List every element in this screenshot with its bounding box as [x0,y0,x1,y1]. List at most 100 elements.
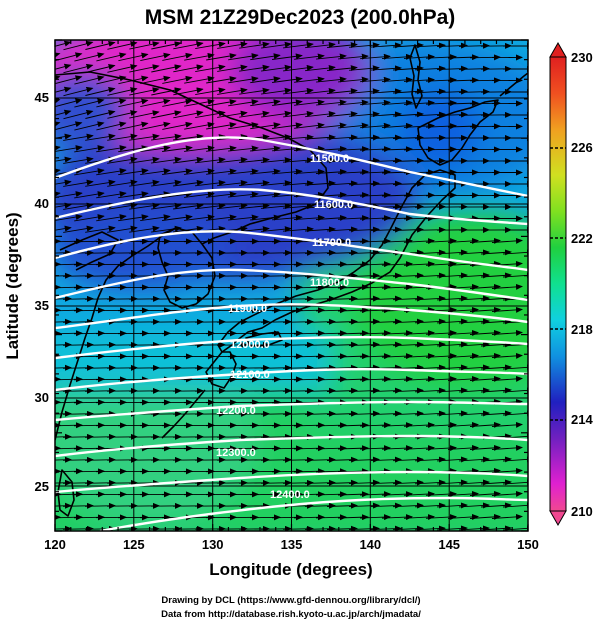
wind-arrow [403,353,435,360]
wind-arrow [282,295,314,302]
wind-arrow [327,65,358,72]
wind-arrow [282,134,314,141]
wind-arrow [315,445,347,452]
wind-arrow [282,479,314,486]
wind-arrow [294,53,325,60]
wind-arrow [326,295,358,302]
wind-arrow [271,514,303,521]
wind-arrow [293,330,325,337]
wind-arrow [425,261,457,268]
wind-arrow [480,364,512,371]
wind-arrow [55,179,72,186]
wind-arrow [140,168,171,176]
wind-arrow [469,375,501,382]
wind-arrow [392,203,424,210]
wind-arrow [359,169,391,176]
wind-arrow [271,353,303,360]
wind-arrow [425,77,457,84]
wind-arrow [425,422,457,429]
wind-arrow [315,330,347,337]
wind-arrow [85,109,116,119]
wind-arrow [315,353,347,360]
wind-arrow [129,64,160,73]
wind-arrow [55,121,83,131]
wind-arrow [414,387,446,394]
coastline-hokkaido [417,99,499,166]
wind-arrow [381,215,413,222]
wind-arrow [282,410,314,417]
contour-line [55,470,528,494]
wind-arrow [74,168,105,176]
wind-arrow [337,307,369,314]
wind-arrow [85,225,116,233]
wind-arrow [370,387,402,394]
wind-arrow [96,168,127,176]
wind-arrow [326,479,358,486]
wind-arrow [414,88,446,95]
x-tick-label: 125 [123,537,145,552]
wind-arrow [316,53,347,60]
wind-arrow [239,157,270,164]
wind-arrow [315,145,347,152]
wind-arrow [250,214,281,221]
wind-arrow [337,192,369,199]
wind-arrow [151,156,182,164]
wind-arrow [272,122,303,129]
wind-arrow [55,514,83,521]
wind-arrow [349,88,380,95]
wind-arrow [140,121,171,131]
wind-arrow [316,122,347,129]
wind-arrow [195,64,226,73]
wind-arrow [425,100,457,107]
wind-arrow [74,75,105,85]
wind-arrow [480,272,512,279]
wind-arrow [129,179,160,187]
wind-arrow [381,261,413,268]
wind-arrow [316,76,347,83]
coastline-shikoku [245,331,283,347]
wind-arrow [206,122,237,130]
wind-arrow [315,376,347,383]
wind-arrow [469,490,501,497]
wind-arrow [327,111,358,118]
wind-arrow [414,525,446,531]
wind-arrow [403,491,435,498]
contour-line [55,335,528,360]
wind-arrow [502,272,528,279]
wind-arrow [370,318,402,325]
wind-arrow [469,237,501,244]
wind-arrow [55,318,72,325]
wind-arrow [326,249,358,256]
wind-arrow [151,202,182,210]
x-tick-label: 150 [517,537,539,552]
wind-arrow [403,261,435,268]
wind-arrow [349,65,380,72]
wind-arrow [491,306,523,313]
wind-arrow [304,134,336,141]
wind-arrow [293,514,325,521]
contour-line [55,136,528,198]
wind-arrow [359,215,391,222]
wind-arrow [228,53,259,61]
wind-arrow [282,203,314,210]
wind-arrow [96,145,127,153]
wind-arrow [304,387,336,394]
wind-arrow [140,214,171,222]
wind-arrow [414,65,446,72]
wind-arrow [326,157,358,164]
wind-arrow [55,307,83,314]
wind-arrow [436,525,468,531]
wind-arrow [55,525,72,531]
wind-arrow [381,76,413,83]
wind-arrow [129,133,160,141]
wind-arrow [304,364,336,371]
wind-arrow [326,318,358,325]
x-axis-label: Longitude (degrees) [209,560,372,579]
wind-arrow [271,330,303,337]
wind-arrow [294,99,325,106]
wind-arrow [63,133,94,141]
wind-arrow [271,399,303,406]
wind-arrow [359,353,391,360]
wind-arrow [315,422,347,429]
wind-arrow [239,110,270,118]
